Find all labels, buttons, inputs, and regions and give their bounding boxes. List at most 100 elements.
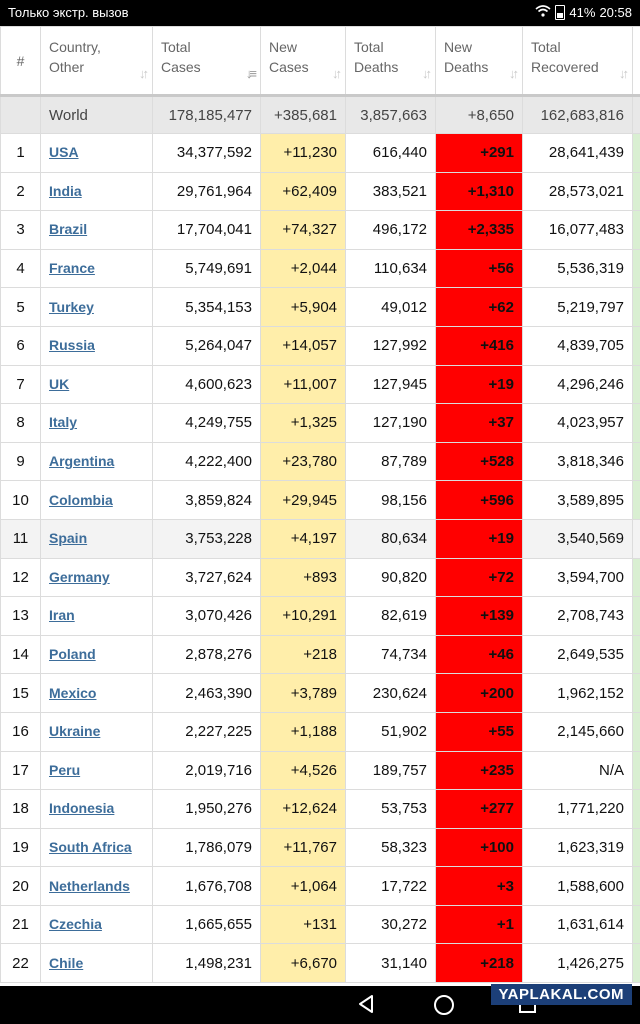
total-recovered-cell: 5,219,797: [522, 287, 633, 327]
table-row: 21 Czechia 1,665,655 +131 30,272 +1 1,631,614: [0, 904, 640, 945]
total-cases-cell: 29,761,964: [152, 171, 261, 212]
country-link[interactable]: Czechia: [49, 916, 102, 933]
new-cases-cell: +4,526: [260, 750, 346, 791]
new-cases-cell: +893: [260, 557, 346, 598]
header-country[interactable]: Country, Other ↓↑: [40, 26, 153, 97]
country-link[interactable]: France: [49, 260, 95, 277]
country-link[interactable]: Colombia: [49, 491, 113, 508]
nav-back-icon[interactable]: [357, 994, 375, 1019]
total-cases-cell: 4,222,400: [152, 441, 261, 482]
sort-icon[interactable]: ↓↑: [619, 66, 629, 81]
row-index: 4: [0, 248, 41, 289]
sort-icon[interactable]: ↓↑: [509, 66, 519, 81]
total-recovered-cell: 2,649,535: [522, 634, 633, 675]
country-link[interactable]: Brazil: [49, 221, 88, 238]
country-link[interactable]: Netherlands: [49, 877, 130, 894]
table-row: 18 Indonesia 1,950,276 +12,624 53,753 +277 1,7…: [0, 789, 640, 829]
new-cases-cell: +5,904: [260, 287, 346, 327]
header-new-deaths[interactable]: New Deaths ↓↑: [435, 26, 523, 97]
table-header-row: # Country, Other ↓↑ Total Cases ↓≡ New C…: [0, 26, 640, 97]
row-index: 17: [0, 750, 41, 791]
header-total-deaths[interactable]: Total Deaths ↓↑: [345, 26, 436, 97]
overflow-cell: [632, 711, 640, 752]
total-deaths-cell: 496,172: [345, 210, 436, 250]
row-index: 6: [0, 325, 41, 366]
sort-icon[interactable]: ↓≡: [245, 66, 257, 81]
overflow-cell: [632, 943, 640, 984]
world-total-cases: 178,185,477: [152, 95, 261, 134]
total-cases-cell: 1,676,708: [152, 866, 261, 906]
new-deaths-cell: +1: [435, 904, 523, 945]
country-link[interactable]: South Africa: [49, 838, 132, 855]
country-link[interactable]: Turkey: [49, 298, 94, 315]
sort-icon[interactable]: ↓↑: [422, 66, 432, 81]
new-deaths-cell: +72: [435, 557, 523, 598]
watermark-logo: YAPLAKAL.COM: [490, 984, 632, 1005]
country-link[interactable]: Russia: [49, 337, 95, 354]
overflow-cell: [632, 441, 640, 482]
country-link[interactable]: Mexico: [49, 684, 97, 701]
total-deaths-cell: 49,012: [345, 287, 436, 327]
country-link[interactable]: Ukraine: [49, 723, 101, 740]
country-cell: Mexico: [40, 673, 153, 713]
country-link[interactable]: Poland: [49, 646, 96, 663]
total-recovered-cell: 3,589,895: [522, 480, 633, 520]
table-row: 4 France 5,749,691 +2,044 110,634 +56 5,536,31…: [0, 248, 640, 289]
total-deaths-cell: 31,140: [345, 943, 436, 984]
country-link[interactable]: India: [49, 182, 82, 199]
table-row: 11 Spain 3,753,228 +4,197 80,634 +19 3,540,569: [0, 518, 640, 559]
total-deaths-cell: 189,757: [345, 750, 436, 791]
table-row: 1 USA 34,377,592 +11,230 616,440 +291 28,641,4…: [0, 133, 640, 173]
nav-home-icon[interactable]: [434, 995, 454, 1015]
country-link[interactable]: UK: [49, 375, 70, 392]
new-cases-cell: +12,624: [260, 789, 346, 829]
total-recovered-cell: 1,962,152: [522, 673, 633, 713]
country-cell: Indonesia: [40, 789, 153, 829]
country-cell: India: [40, 171, 153, 212]
total-cases-cell: 2,227,225: [152, 711, 261, 752]
country-link[interactable]: Spain: [49, 530, 88, 547]
header-total-recovered[interactable]: Total Recovered ↓↑: [522, 26, 633, 97]
header-country-line1: Country,: [49, 39, 101, 55]
sort-icon[interactable]: ↓↑: [139, 66, 149, 81]
country-link[interactable]: Indonesia: [49, 800, 115, 817]
country-link[interactable]: Chile: [49, 954, 84, 971]
country-cell: Peru: [40, 750, 153, 791]
country-link[interactable]: USA: [49, 144, 79, 161]
overflow-cell: [632, 518, 640, 559]
new-cases-cell: +11,007: [260, 364, 346, 405]
overflow-cell: [632, 325, 640, 366]
country-link[interactable]: Iran: [49, 607, 75, 624]
row-index: 7: [0, 364, 41, 405]
header-new-cases[interactable]: New Cases ↓↑: [260, 26, 346, 97]
new-cases-cell: +11,767: [260, 827, 346, 868]
country-link[interactable]: Argentina: [49, 453, 115, 470]
overflow-cell: [632, 403, 640, 443]
table-row: 8 Italy 4,249,755 +1,325 127,190 +37 4,023,957: [0, 403, 640, 443]
new-deaths-cell: +596: [435, 480, 523, 520]
new-deaths-cell: +2,335: [435, 210, 523, 250]
total-cases-cell: 1,665,655: [152, 904, 261, 945]
total-recovered-cell: 4,839,705: [522, 325, 633, 366]
country-link[interactable]: Italy: [49, 414, 78, 431]
sort-icon[interactable]: ↓↑: [332, 66, 342, 81]
new-deaths-cell: +55: [435, 711, 523, 752]
total-deaths-cell: 80,634: [345, 518, 436, 559]
total-cases-cell: 2,463,390: [152, 673, 261, 713]
header-total-cases[interactable]: Total Cases ↓≡: [152, 26, 261, 97]
overflow-cell: [632, 557, 640, 598]
total-cases-cell: 34,377,592: [152, 133, 261, 173]
country-link[interactable]: Germany: [49, 568, 110, 585]
total-recovered-cell: 3,818,346: [522, 441, 633, 482]
table-row: 20 Netherlands 1,676,708 +1,064 17,722 +3 1,58…: [0, 866, 640, 906]
total-cases-cell: 4,249,755: [152, 403, 261, 443]
total-recovered-cell: 4,296,246: [522, 364, 633, 405]
row-index: 10: [0, 480, 41, 520]
country-cell: Poland: [40, 634, 153, 675]
total-cases-cell: 4,600,623: [152, 364, 261, 405]
country-cell: USA: [40, 133, 153, 173]
country-link[interactable]: Peru: [49, 761, 81, 778]
total-deaths-cell: 127,945: [345, 364, 436, 405]
total-recovered-cell: N/A: [522, 750, 633, 791]
country-cell: Czechia: [40, 904, 153, 945]
